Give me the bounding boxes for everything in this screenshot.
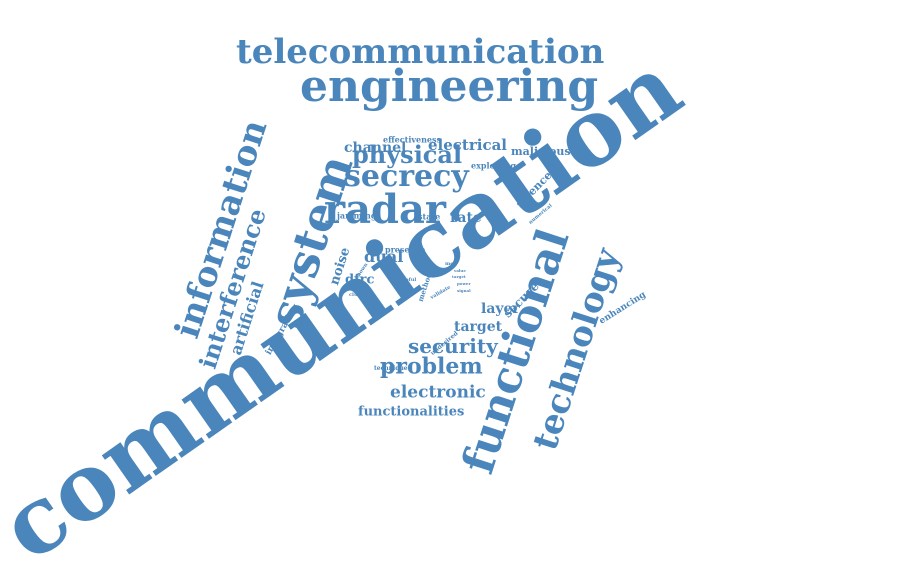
word-target: target xyxy=(452,273,466,279)
word-functionalities: functionalities xyxy=(358,404,465,420)
word-dual: dual xyxy=(364,247,404,267)
word-dfrc: dfrc xyxy=(345,272,375,288)
word-exploiting: exploiting xyxy=(471,160,517,171)
word-clutter: clutter xyxy=(349,292,369,298)
word-rate: rate xyxy=(450,209,482,226)
word-physical: physical xyxy=(352,139,463,169)
word-mer: mer xyxy=(445,261,457,267)
word-power: power xyxy=(457,280,471,286)
word-state: state xyxy=(418,211,441,222)
word-electrical: electrical xyxy=(428,136,507,154)
word-useful: useful xyxy=(399,277,417,283)
word-signal: signal xyxy=(457,287,471,293)
word-telecommunication: telecommunication xyxy=(236,31,605,72)
word-presence: presence xyxy=(385,244,426,255)
word-layer: layer xyxy=(481,300,520,317)
word-effectiveness: effectiveness xyxy=(383,134,442,145)
word-value: value xyxy=(454,267,466,273)
word-secrecy: secrecy xyxy=(344,159,469,194)
word-technique: technique xyxy=(374,365,408,373)
word-radar: radar xyxy=(324,186,446,233)
word-channel: channel xyxy=(344,139,407,156)
word-jamming: jamming xyxy=(337,210,377,221)
word-malicious: malicious xyxy=(511,145,571,159)
word-problem: problem xyxy=(380,353,483,380)
word-electronic: electronic xyxy=(390,382,486,403)
word-security: security xyxy=(408,334,498,358)
word-target: target xyxy=(454,318,503,335)
word-engineering: engineering xyxy=(300,60,599,112)
